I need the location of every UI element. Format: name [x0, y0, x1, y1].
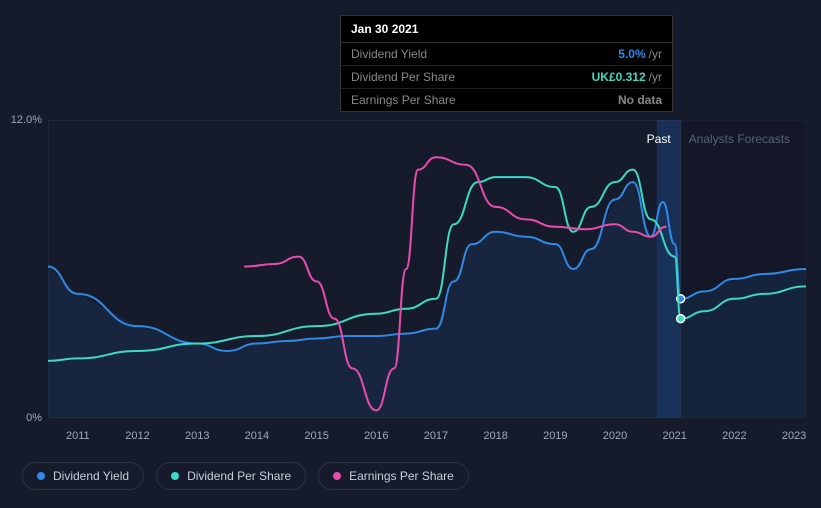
chart-svg: [48, 120, 806, 418]
x-axis-tick: 2012: [125, 430, 149, 442]
x-axis-tick: 2013: [185, 430, 209, 442]
tooltip-row: Dividend Yield5.0% /yr: [341, 43, 672, 66]
x-axis-tick: 2021: [662, 430, 686, 442]
x-axis-tick: 2020: [603, 430, 627, 442]
section-label-forecast: Analysts Forecasts: [689, 132, 790, 146]
tooltip-row: Dividend Per ShareUK£0.312/yr: [341, 66, 672, 89]
tooltip-row-label: Earnings Per Share: [351, 93, 618, 107]
legend-label: Dividend Per Share: [187, 469, 291, 483]
chart-plot-area[interactable]: 12.0% 0%: [48, 120, 806, 418]
x-axis-tick: 2015: [304, 430, 328, 442]
x-axis-tick: 2022: [722, 430, 746, 442]
tooltip-row-value: 5.0%: [618, 47, 645, 61]
legend-item[interactable]: Dividend Per Share: [156, 462, 306, 490]
y-axis-min-label: 0%: [26, 412, 42, 424]
tooltip-row-unit: /yr: [649, 70, 662, 84]
x-axis-tick: 2019: [543, 430, 567, 442]
x-axis: 2011 2012 2013 2014 2015 2016 2017 2018 2019 2020…: [48, 430, 806, 450]
x-axis-tick: 2018: [483, 430, 507, 442]
legend-label: Earnings Per Share: [349, 469, 454, 483]
legend-dot-icon: [37, 472, 45, 480]
x-axis-tick: 2023: [782, 430, 806, 442]
chart-legend: Dividend Yield Dividend Per Share Earnings…: [22, 462, 469, 490]
legend-dot-icon: [171, 472, 179, 480]
legend-item[interactable]: Dividend Yield: [22, 462, 144, 490]
x-axis-tick: 2014: [245, 430, 269, 442]
y-axis-max-label: 12.0%: [11, 114, 42, 126]
tooltip-row-label: Dividend Yield: [351, 47, 618, 61]
tooltip-row-value: No data: [618, 93, 662, 107]
legend-dot-icon: [333, 472, 341, 480]
tooltip-row: Earnings Per ShareNo data: [341, 89, 672, 111]
x-axis-tick: 2011: [66, 430, 90, 442]
x-axis-tick: 2017: [424, 430, 448, 442]
legend-item[interactable]: Earnings Per Share: [318, 462, 469, 490]
section-label-past: Past: [647, 132, 671, 146]
chart-tooltip: Jan 30 2021 Dividend Yield5.0%/yrDividen…: [340, 15, 673, 112]
legend-label: Dividend Yield: [53, 469, 129, 483]
tooltip-date: Jan 30 2021: [341, 16, 672, 43]
tooltip-row-value: UK£0.312: [592, 70, 646, 84]
tooltip-row-label: Dividend Per Share: [351, 70, 592, 84]
tooltip-row-unit: /yr: [649, 47, 662, 61]
x-axis-tick: 2016: [364, 430, 388, 442]
